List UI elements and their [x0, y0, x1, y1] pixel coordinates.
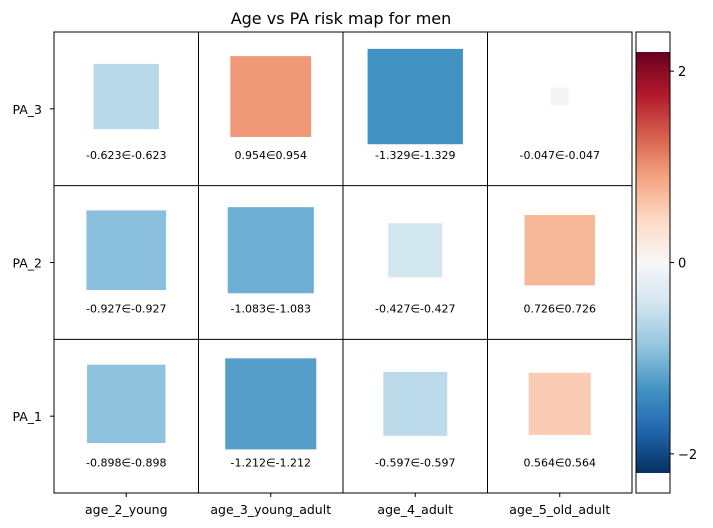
- heatmap-cell: [93, 63, 159, 130]
- cell-value-label: -1.083∈-1.083: [230, 303, 311, 316]
- colorbar-tick-label: 0: [678, 257, 686, 272]
- x-tick-label: age_3_young_adult: [210, 502, 331, 517]
- cell-value-label: 0.726∈0.726: [523, 303, 596, 316]
- colorbar: 2 0 −2: [635, 31, 697, 494]
- cell-value-label: -1.329∈-1.329: [375, 149, 456, 162]
- heatmap-cell: [225, 358, 317, 450]
- cell-value-label: -0.427∈-0.427: [375, 303, 456, 316]
- heatmap-cell: [528, 372, 591, 435]
- heatmap-grid: -0.623∈-0.623 0.954∈0.954 -1.329∈-1.329 -0.…: [13, 31, 633, 517]
- heatmap-cell: [524, 214, 595, 286]
- chart-title: Age vs PA risk map for men: [231, 9, 452, 28]
- cell-value-label: 0.954∈0.954: [234, 149, 307, 162]
- y-tick-label: PA_1: [13, 409, 43, 424]
- cell-value-label: -0.597∈-0.597: [375, 456, 456, 469]
- heatmap-cell: [550, 87, 569, 106]
- cell-value-label: -0.898∈-0.898: [86, 456, 167, 469]
- heatmap-cell: [367, 48, 463, 145]
- heatmap-cell: [388, 223, 443, 278]
- colorbar-tick-label: −2: [678, 448, 697, 463]
- cell-value-label: -1.212∈-1.212: [230, 456, 311, 469]
- heatmap-cell: [87, 364, 166, 444]
- heatmap-cell: [227, 207, 314, 294]
- colorbar-tick-label: 2: [678, 65, 686, 80]
- x-tick-label: age_5_old_adult: [509, 502, 610, 517]
- heatmap-cell: [86, 210, 167, 291]
- heatmap-cell: [383, 371, 448, 436]
- x-tick-label: age_4_adult: [377, 502, 453, 517]
- y-tick-label: PA_2: [13, 256, 43, 271]
- cell-value-label: -0.047∈-0.047: [519, 149, 600, 162]
- y-tick-label: PA_3: [13, 102, 43, 117]
- cell-value-label: 0.564∈0.564: [523, 456, 596, 469]
- x-tick-label: age_2_young: [85, 502, 168, 517]
- heatmap-cell: [230, 56, 312, 137]
- colorbar-gradient: [636, 52, 670, 473]
- cell-value-label: -0.927∈-0.927: [86, 303, 167, 316]
- cell-value-label: -0.623∈-0.623: [86, 149, 167, 162]
